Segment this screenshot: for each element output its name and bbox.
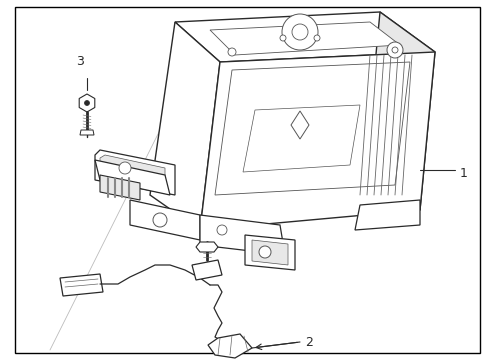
Polygon shape <box>100 175 140 200</box>
Polygon shape <box>210 22 400 55</box>
Circle shape <box>119 162 131 174</box>
Polygon shape <box>175 12 435 62</box>
Polygon shape <box>208 334 252 358</box>
Circle shape <box>217 225 227 235</box>
Circle shape <box>282 14 318 50</box>
Polygon shape <box>196 242 218 252</box>
Polygon shape <box>245 235 295 270</box>
Polygon shape <box>215 62 410 195</box>
Circle shape <box>387 42 403 58</box>
Circle shape <box>292 24 308 40</box>
Polygon shape <box>79 94 95 112</box>
Circle shape <box>392 47 398 53</box>
Circle shape <box>228 48 236 56</box>
Circle shape <box>153 213 167 227</box>
Polygon shape <box>200 52 435 230</box>
Polygon shape <box>192 260 222 280</box>
Polygon shape <box>291 111 309 139</box>
Text: 1: 1 <box>460 166 468 180</box>
Polygon shape <box>252 240 288 265</box>
Circle shape <box>84 100 90 105</box>
Polygon shape <box>100 155 165 185</box>
Circle shape <box>314 35 320 41</box>
Polygon shape <box>200 215 285 255</box>
Text: 2: 2 <box>305 336 313 348</box>
Polygon shape <box>150 22 220 230</box>
Circle shape <box>280 35 286 41</box>
Polygon shape <box>95 150 175 195</box>
Circle shape <box>259 246 271 258</box>
Polygon shape <box>355 200 420 230</box>
Polygon shape <box>95 160 170 195</box>
Polygon shape <box>60 274 103 296</box>
Polygon shape <box>80 130 94 135</box>
Polygon shape <box>365 12 435 210</box>
Polygon shape <box>130 200 200 240</box>
Polygon shape <box>243 105 360 172</box>
Text: 3: 3 <box>76 55 84 68</box>
